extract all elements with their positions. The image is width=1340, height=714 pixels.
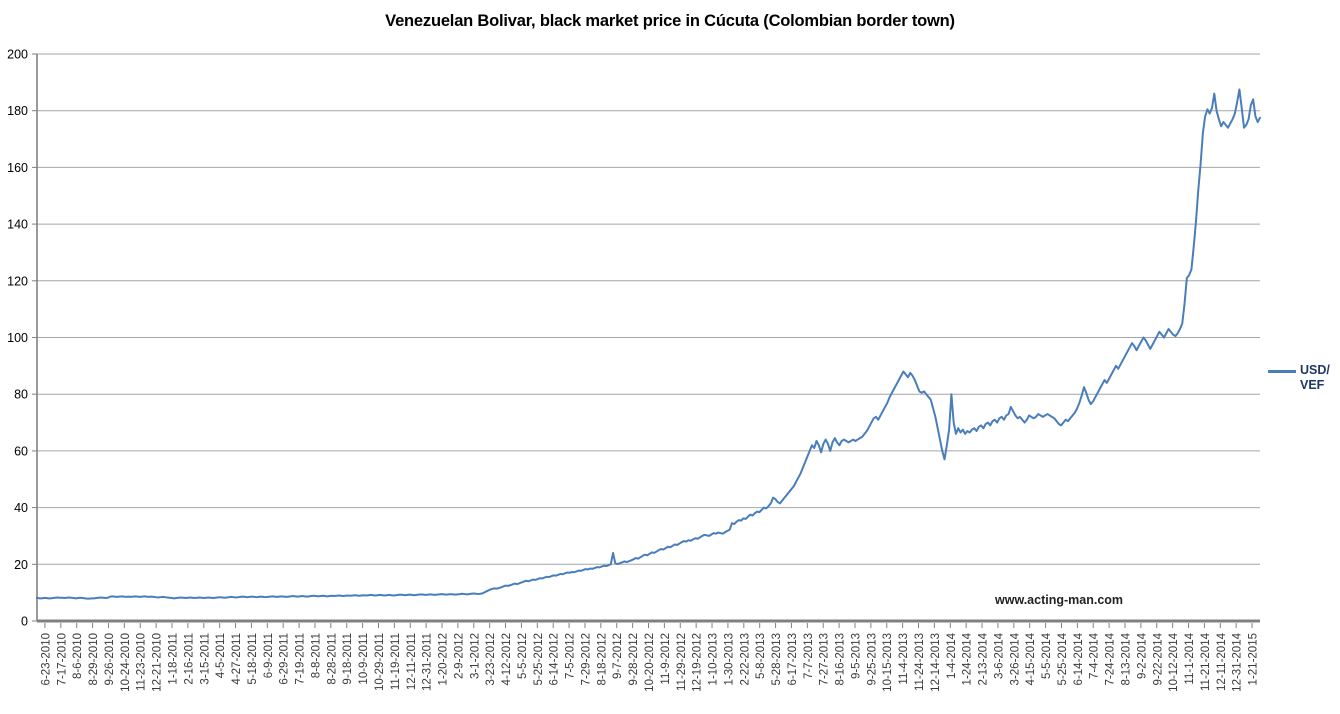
x-axis-tick-label: 3-26-2014	[1009, 632, 1021, 685]
x-axis-tick-label: 9-7-2012	[612, 633, 624, 679]
x-axis-tick-label: 10-20-2012	[644, 633, 656, 692]
x-axis-tick-label: 8-29-2010	[88, 633, 100, 685]
x-axis-tick-label: 9-5-2013	[850, 633, 862, 679]
y-axis-tick-label: 180	[7, 104, 28, 118]
x-axis-tick-label: 6-23-2010	[40, 633, 52, 685]
x-axis-tick-label: 7-4-2014	[1089, 632, 1101, 679]
x-axis-tick-label: 6-9-2011	[263, 633, 275, 678]
x-axis-tick-label: 10-9-2011	[358, 633, 370, 685]
x-axis-tick-label: 3-1-2012	[469, 633, 481, 679]
x-axis-tick-label: 6-17-2013	[787, 633, 799, 685]
x-axis-tick-label: 10-29-2011	[374, 633, 386, 691]
x-axis-tick-label: 7-5-2012	[565, 633, 577, 679]
x-axis-tick-label: 9-26-2010	[104, 633, 116, 685]
y-axis-tick-label: 120	[7, 274, 28, 288]
x-axis-tick-label: 10-15-2013	[882, 633, 894, 692]
x-axis-tick-label: 2-9-2012	[453, 633, 465, 679]
x-axis-tick-label: 5-25-2012	[533, 633, 545, 685]
legend-label-line1: USD/	[1300, 363, 1330, 377]
legend-color-swatch	[1268, 370, 1296, 373]
y-axis-tick-label: 0	[21, 615, 28, 629]
x-axis-tick-label: 2-13-2014	[978, 632, 990, 685]
series-line-usd-vef	[36, 88, 1261, 600]
x-axis-tick-label: 12-14-2013	[930, 633, 942, 692]
x-axis-tick-label: 7-24-2014	[1105, 632, 1117, 685]
y-axis-tick-label: 200	[7, 48, 28, 62]
x-axis-tick-label: 10-24-2010	[120, 633, 132, 692]
x-axis-tick-label: 7-19-2011	[295, 633, 307, 685]
watermark-text: www.acting-man.com	[995, 593, 1124, 607]
x-axis-tick-label: 8-18-2012	[596, 633, 608, 685]
x-axis-tick-label: 12-11-2014	[1216, 632, 1228, 691]
x-axis-tick-label: 7-27-2013	[819, 633, 831, 685]
x-axis-tick-label: 3-15-2011	[199, 633, 211, 685]
x-axis-tick-label: 4-12-2012	[501, 633, 513, 685]
x-axis-tick-label: 1-24-2014	[962, 632, 974, 685]
x-axis-tick-label: 12-21-2010	[152, 633, 164, 692]
x-axis-tick-label: 8-6-2010	[72, 633, 84, 679]
x-axis-tick-label: 11-23-2010	[136, 633, 148, 691]
x-axis-tick-label: 2-16-2011	[183, 633, 195, 685]
x-axis-tick-label: 9-22-2014	[1152, 632, 1164, 685]
x-axis-tick-label: 9-28-2012	[628, 633, 640, 685]
legend-series-usd-vef: USD/ VEF	[1300, 363, 1340, 393]
x-axis-tick-label: 3-23-2012	[485, 633, 497, 685]
x-axis-tick-label: 3-6-2014	[993, 632, 1005, 679]
x-axis-tick-label: 1-4-2014	[946, 632, 958, 679]
x-axis-tick-label: 11-29-2012	[676, 633, 688, 691]
x-axis-tick-label: 1-10-2013	[708, 633, 720, 685]
y-axis-tick-label: 160	[7, 161, 28, 175]
x-axis-tick-label: 6-14-2014	[1073, 632, 1085, 685]
y-axis-tick-label: 140	[7, 218, 28, 232]
y-axis-tick-label: 40	[14, 501, 28, 515]
x-axis-tick-label: 8-16-2013	[835, 633, 847, 685]
x-axis-tick-label: 5-18-2011	[247, 633, 259, 685]
x-axis-tick-label: 4-15-2014	[1025, 632, 1037, 685]
x-axis-tick-label: 4-5-2011	[215, 633, 227, 678]
x-axis-tick-label: 11-19-2011	[390, 633, 402, 690]
x-axis-tick-label: 11-9-2012	[660, 633, 672, 685]
y-axis-tick-label: 80	[14, 388, 28, 402]
x-axis-tick-label: 5-5-2014	[1041, 632, 1053, 679]
x-axis-tick-label: 5-8-2013	[755, 633, 767, 679]
y-axis-tick-label: 60	[14, 444, 28, 458]
x-axis-tick-label: 12-11-2011	[406, 633, 418, 690]
chart-title: Venezuelan Bolivar, black market price i…	[385, 12, 955, 30]
x-axis-tick-label: 8-8-2011	[310, 633, 322, 678]
x-axis-tick-label: 5-5-2012	[517, 633, 529, 679]
x-axis-tick-label: 7-29-2012	[580, 633, 592, 685]
y-axis-tick-label: 100	[7, 331, 28, 345]
legend-label-line2: VEF	[1300, 378, 1325, 392]
x-axis-tick-label: 9-18-2011	[342, 633, 354, 685]
x-axis-tick-label: 11-1-2014	[1184, 632, 1196, 684]
x-axis-tick-label: 6-14-2012	[549, 633, 561, 685]
x-axis-tick-label: 11-4-2013	[898, 633, 910, 685]
x-axis-tick-label: 7-17-2010	[56, 633, 68, 685]
x-axis-tick-label: 10-12-2014	[1168, 632, 1180, 691]
x-axis-tick-label: 7-7-2013	[803, 633, 815, 679]
x-axis-tick-label: 1-20-2012	[438, 633, 450, 685]
x-axis-tick-label: 1-21-2015	[1248, 633, 1260, 685]
x-axis-tick-label: 8-28-2011	[326, 633, 338, 685]
x-axis-tick-label: 6-29-2011	[279, 633, 291, 685]
x-axis-tick-label: 5-28-2013	[771, 633, 783, 685]
x-axis-tick-label: 12-31-2014	[1232, 632, 1244, 691]
x-axis-tick-label: 11-24-2013	[914, 633, 926, 691]
x-axis-tick-label: 9-2-2014	[1136, 632, 1148, 679]
x-axis-tick-label: 1-18-2011	[168, 633, 180, 685]
x-axis-tick-label: 2-22-2013	[739, 633, 751, 685]
x-axis-tick-label: 12-19-2012	[692, 633, 704, 692]
x-axis-tick-label: 4-27-2011	[231, 633, 243, 685]
x-axis-tick-label: 12-31-2011	[422, 633, 434, 691]
x-axis-tick-label: 9-25-2013	[866, 633, 878, 685]
x-axis-tick-label: 5-25-2014	[1057, 632, 1069, 685]
y-axis-tick-label: 20	[14, 558, 28, 572]
x-axis-tick-label: 1-30-2013	[723, 633, 735, 685]
x-axis-tick-label: 8-13-2014	[1120, 632, 1132, 685]
x-axis-tick-label: 11-21-2014	[1200, 632, 1212, 691]
